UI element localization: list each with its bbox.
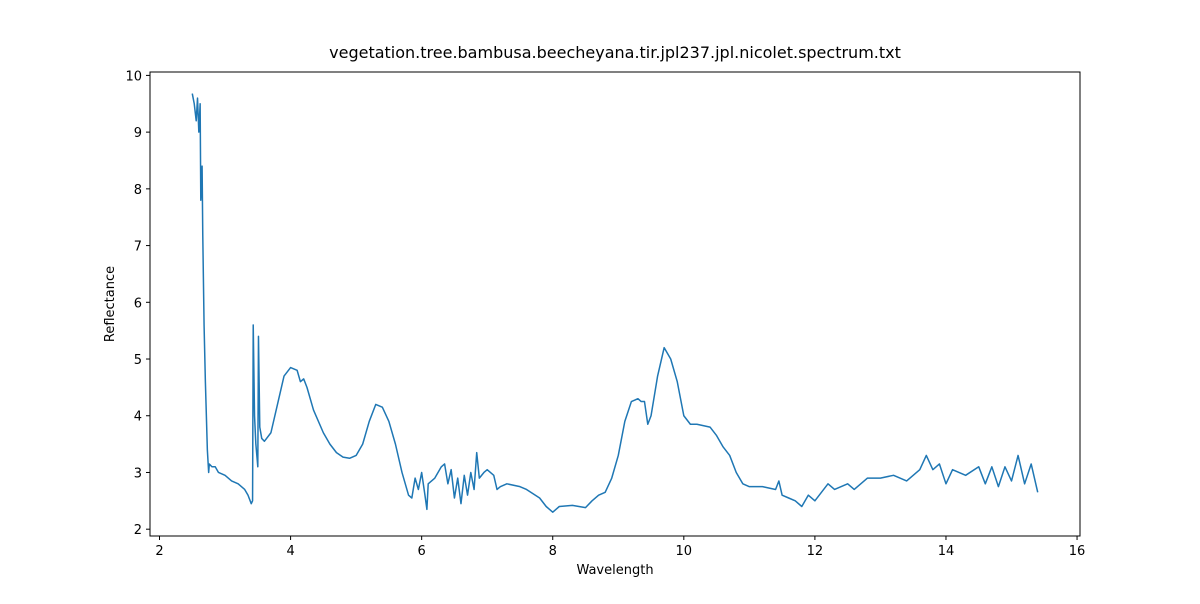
x-tick-label: 2 — [155, 544, 163, 559]
data-line — [191, 93, 1039, 513]
plot-frame — [149, 71, 1081, 537]
y-tick-label: 5 — [134, 353, 142, 368]
x-tick-label: 12 — [807, 544, 824, 559]
x-tick-label: 6 — [418, 544, 426, 559]
x-axis-label: Wavelength — [576, 563, 653, 578]
chart-title: vegetation.tree.bambusa.beecheyana.tir.j… — [329, 43, 901, 62]
x-tick-label: 14 — [938, 544, 955, 559]
y-tick-label: 2 — [134, 523, 142, 538]
y-axis-label: Reflectance — [103, 266, 118, 342]
x-tick-label: 10 — [676, 544, 693, 559]
x-tick-label: 8 — [549, 544, 557, 559]
x-tick-label: 16 — [1069, 544, 1086, 559]
y-tick-label: 10 — [125, 69, 142, 84]
y-tick-label: 7 — [134, 240, 142, 255]
y-tick-label: 9 — [134, 126, 142, 141]
y-tick-label: 3 — [134, 466, 142, 481]
y-tick-label: 8 — [134, 183, 142, 198]
x-tick-label: 4 — [286, 544, 294, 559]
y-tick-label: 4 — [134, 410, 142, 425]
y-tick-label: 6 — [134, 296, 142, 311]
